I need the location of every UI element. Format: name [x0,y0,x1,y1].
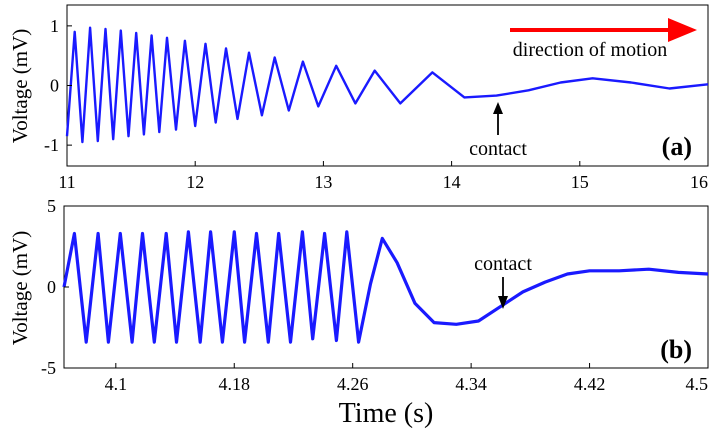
panel-a-contact-arrow-head [493,102,503,114]
panel-a-x-ticks: 11 12 13 14 15 16 [58,161,709,192]
panel-a: 11 12 13 14 15 16 1 0 -1 Voltage (mV) direction… [8,4,709,192]
panel-a-y-tick-label: 1 [50,16,59,36]
panel-b-x-tick-label: 4.26 [337,374,369,394]
panel-b-y-ticks: 5 0 -5 [41,196,69,378]
panel-b-y-tick-label: 0 [47,277,56,297]
panel-b-x-tick-label: 4.42 [574,374,606,394]
panel-b-y-axis-label: Voltage (mV) [8,231,32,346]
panel-b: 4.1 4.18 4.26 4.34 4.42 4.5 5 0 -5 Voltage (mV)… [8,196,709,394]
panel-a-label: (a) [662,132,692,161]
panel-b-x-tick-label: 4.18 [219,374,251,394]
panel-b-x-tick-label: 4.1 [105,374,128,394]
panel-b-y-tick-label: 5 [47,196,56,216]
panel-a-contact-label: contact [469,138,527,160]
panel-a-y-ticks: 1 0 -1 [44,16,72,155]
x-axis-label: Time (s) [339,398,434,429]
panel-a-y-tick-label: 0 [50,76,59,96]
panel-b-contact-label: contact [474,253,532,275]
direction-arrow-head [668,18,697,42]
panel-a-x-tick-label: 13 [314,172,332,192]
panel-a-y-tick-label: -1 [44,135,59,155]
panel-a-x-tick-label: 16 [690,172,708,192]
panel-b-x-tick-label: 4.34 [455,374,487,394]
panel-a-series-line [65,26,709,144]
panel-a-y-axis-label: Voltage (mV) [8,29,32,144]
panel-a-contact-annotation: contact [469,102,527,160]
panel-a-x-tick-label: 14 [443,172,461,192]
panel-b-x-ticks: 4.1 4.18 4.26 4.34 4.42 4.5 [105,363,709,394]
panel-a-x-tick-label: 15 [571,172,589,192]
panel-b-contact-annotation: contact [474,253,532,309]
panel-b-label: (b) [660,335,692,364]
panel-b-series-line [62,230,709,344]
panel-b-y-tick-label: -5 [41,358,56,378]
panel-a-x-tick-label: 11 [58,172,75,192]
panel-a-x-tick-label: 12 [186,172,204,192]
panel-b-x-tick-label: 4.5 [686,374,709,394]
direction-of-motion-label: direction of motion [513,39,667,61]
direction-of-motion-annotation: direction of motion [510,18,697,61]
panel-b-contact-arrow-head [498,296,508,309]
